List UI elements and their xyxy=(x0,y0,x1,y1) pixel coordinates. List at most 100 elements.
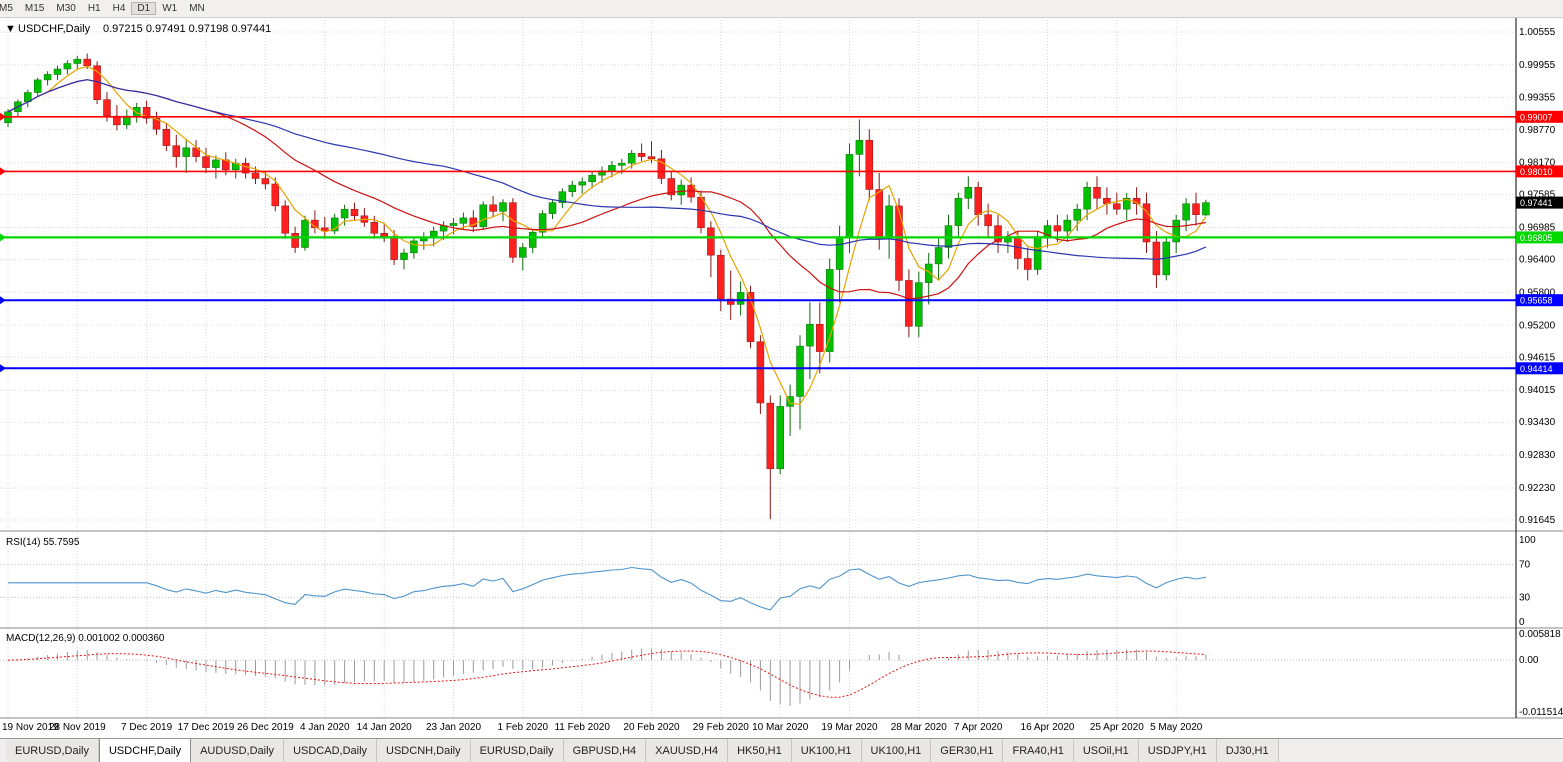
date-tick-label: 17 Dec 2019 xyxy=(178,722,235,733)
date-tick-label: 5 May 2020 xyxy=(1150,722,1203,733)
candle-body xyxy=(152,118,161,130)
macd-label: MACD(12,26,9) 0.001002 0.000360 xyxy=(6,633,165,644)
candle-body xyxy=(984,214,992,226)
chart-tab-xauusd-h4[interactable]: XAUUSD,H4 xyxy=(646,739,729,762)
timeframe-h1[interactable]: H1 xyxy=(87,3,101,14)
candle-body xyxy=(1053,225,1062,232)
timeframe-d1[interactable]: D1 xyxy=(131,2,157,15)
date-tick-label: 4 Jan 2020 xyxy=(300,722,350,733)
candle-body xyxy=(241,162,250,174)
chart-tab-fra40-h1[interactable]: FRA40,H1 xyxy=(1003,739,1074,762)
candle-body xyxy=(618,162,626,166)
price-tick-label: 0.94015 xyxy=(1519,385,1556,396)
candle-body xyxy=(182,147,190,157)
chart-tab-eurusd-daily[interactable]: EURUSD,Daily xyxy=(470,739,564,762)
chart-title: USDCHF,Daily xyxy=(18,23,91,35)
candle-body xyxy=(370,222,379,234)
tab-label: XAUUSD,H4 xyxy=(655,744,719,757)
timeframe-m5[interactable]: M5 xyxy=(0,3,13,14)
timeframe-m30[interactable]: M30 xyxy=(56,3,76,14)
candle-body xyxy=(281,205,289,234)
candle-body xyxy=(776,406,784,470)
chart-tab-uk100-h1[interactable]: UK100,H1 xyxy=(791,739,862,762)
macd-panel: 0.005818 0.00 -0.011514 xyxy=(0,629,1563,718)
axis-price-flag-label: 0.96805 xyxy=(1520,233,1553,243)
date-tick-label: 28 Mar 2020 xyxy=(891,722,948,733)
chart-tab-gbpusd-h4[interactable]: GBPUSD,H4 xyxy=(563,739,647,762)
candle-body xyxy=(271,183,280,207)
candle-body xyxy=(637,153,646,157)
price-tick-label: 0.98770 xyxy=(1519,125,1556,136)
candle-body xyxy=(1172,219,1180,243)
axis-price-flag xyxy=(1516,110,1563,123)
timeframe-mn[interactable]: MN xyxy=(189,3,205,14)
tab-label: HK50,H1 xyxy=(737,744,782,757)
collapse-icon[interactable]: ▼ xyxy=(5,23,16,35)
candle-body xyxy=(1023,258,1032,270)
chart-tab-usdchf-daily[interactable]: USDCHF,Daily xyxy=(98,739,192,762)
candle-body xyxy=(954,197,963,226)
candle-body xyxy=(726,298,735,305)
tab-label: USDCNH,Daily xyxy=(386,744,461,757)
chart-tab-ger30-h1[interactable]: GER30,H1 xyxy=(931,739,1004,762)
date-tick-label: 29 Feb 2020 xyxy=(693,722,750,733)
axis-price-flag xyxy=(1516,231,1563,244)
ma-line-slow-ma xyxy=(7,79,1207,260)
candle-body xyxy=(756,341,765,404)
candle-body xyxy=(835,236,844,270)
axis-price-flag-label: 0.99007 xyxy=(1520,112,1553,122)
candle-body xyxy=(73,58,82,64)
candle-body xyxy=(667,178,676,196)
axis-price-flag-label: 0.98010 xyxy=(1520,167,1553,177)
price-tick-label: 0.99955 xyxy=(1519,60,1556,71)
candle-body xyxy=(459,217,468,224)
price-tick-label: 0.99355 xyxy=(1519,93,1556,104)
timeframe-toolbar: M5 M15 M30 H1 H4 D1 W1 MN xyxy=(0,0,1563,18)
tab-label: USDCAD,Daily xyxy=(293,744,368,757)
candle-body xyxy=(707,227,715,256)
candle-body xyxy=(578,181,586,186)
line-left-marker xyxy=(0,233,6,242)
date-tick-label: 19 Nov 2019 xyxy=(2,722,59,733)
candle-body xyxy=(400,252,408,260)
date-tick-label: 28 Nov 2019 xyxy=(49,722,106,733)
chart-tab-eurusd-daily[interactable]: EURUSD,Daily xyxy=(6,739,99,762)
chart-tab-usdjpy-h1[interactable]: USDJPY,H1 xyxy=(1138,739,1217,762)
chart-tabs-bar: EURUSD,Daily USDCHF,Daily AUDUSD,Daily USDC… xyxy=(0,738,1563,762)
candle-body xyxy=(657,158,666,179)
ma-line-fast-ma xyxy=(7,65,1207,405)
date-tick-label: 25 Apr 2020 xyxy=(1090,722,1144,733)
rsi-tick-label: 0 xyxy=(1519,617,1525,628)
candle-body xyxy=(677,184,685,196)
axis-price-flag-label: 0.97441 xyxy=(1520,198,1553,208)
candle-body xyxy=(736,292,745,305)
timeframe-w1[interactable]: W1 xyxy=(162,3,178,14)
candle-body xyxy=(479,204,487,227)
chart-tab-uk100-h1[interactable]: UK100,H1 xyxy=(861,739,932,762)
chart-tab-usdcnh-daily[interactable]: USDCNH,Daily xyxy=(377,739,471,762)
axis-price-flag xyxy=(1516,196,1563,209)
chart-tab-audusd-daily[interactable]: AUDUSD,Daily xyxy=(191,739,285,762)
candle-body xyxy=(519,247,527,258)
candle-body xyxy=(340,208,349,219)
axis-price-flag xyxy=(1516,294,1563,307)
chart-tab-hk50-h1[interactable]: HK50,H1 xyxy=(728,739,792,762)
candle-body xyxy=(43,74,52,81)
chart-tab-dj30-h1[interactable]: DJ30,H1 xyxy=(1216,739,1279,762)
candle-body xyxy=(766,402,775,470)
date-tick-label: 20 Feb 2020 xyxy=(623,722,680,733)
timeframe-m15[interactable]: M15 xyxy=(24,3,45,14)
chart-tab-usoil-h1[interactable]: USOil,H1 xyxy=(1073,739,1139,762)
price-tick-label: 0.91645 xyxy=(1519,515,1556,526)
candle-body xyxy=(528,231,537,248)
candles-layer xyxy=(4,53,1210,520)
chart-area[interactable]: 100 70 30 0 0.005818 0.00 -0.011514 1.00555 0.… xyxy=(0,18,1563,738)
candle-body xyxy=(202,156,210,168)
date-tick-label: 11 Feb 2020 xyxy=(554,722,610,733)
tab-label: GBPUSD,H4 xyxy=(572,744,637,757)
candle-body xyxy=(1122,197,1131,210)
chart-tab-usdcad-daily[interactable]: USDCAD,Daily xyxy=(284,739,378,762)
rsi-tick-label: 100 xyxy=(1519,535,1536,546)
timeframe-h4[interactable]: H4 xyxy=(112,3,126,14)
